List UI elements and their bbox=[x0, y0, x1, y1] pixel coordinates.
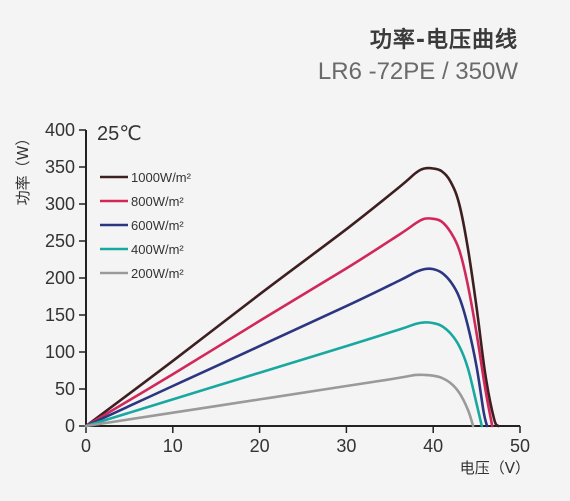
legend-label: 800W/m² bbox=[131, 194, 184, 209]
x-tick-label: 30 bbox=[336, 436, 356, 456]
chart-subtitle: LR6 -72PE / 350W bbox=[317, 58, 518, 85]
y-tick-label: 400 bbox=[45, 120, 75, 140]
legend-label: 400W/m² bbox=[131, 242, 184, 257]
x-axis-label: 电压（V） bbox=[460, 459, 530, 477]
y-tick-label: 200 bbox=[45, 268, 75, 288]
y-tick-label: 300 bbox=[45, 194, 75, 214]
axis-ticks: 0 10 20 30 40 50 0 50 100 150 200 250 300 350 400 bbox=[45, 120, 530, 456]
chart-title: 功率-电压曲线 bbox=[369, 28, 518, 53]
x-tick-label: 10 bbox=[163, 436, 183, 456]
series-line bbox=[84, 217, 494, 428]
legend-label: 200W/m² bbox=[131, 266, 184, 281]
legend-label: 600W/m² bbox=[131, 218, 184, 233]
series-line bbox=[84, 166, 500, 428]
series-line bbox=[84, 373, 475, 428]
y-tick-label: 150 bbox=[45, 305, 75, 325]
temperature-label: 25℃ bbox=[97, 123, 142, 145]
y-tick-label: 50 bbox=[55, 379, 75, 399]
x-tick-label: 0 bbox=[81, 436, 91, 456]
x-tick-label: 20 bbox=[250, 436, 270, 456]
x-tick-label: 50 bbox=[510, 436, 530, 456]
legend: 1000W/m² 800W/m² 600W/m² 400W/m² 200W/m² bbox=[100, 170, 192, 281]
y-tick-label: 0 bbox=[65, 416, 75, 436]
y-axis-label: 功率（W） bbox=[14, 131, 32, 206]
series-lines bbox=[84, 166, 500, 428]
y-tick-label: 250 bbox=[45, 231, 75, 251]
y-tick-label: 100 bbox=[45, 342, 75, 362]
legend-label: 1000W/m² bbox=[131, 170, 192, 185]
series-line bbox=[84, 321, 484, 428]
y-tick-label: 350 bbox=[45, 157, 75, 177]
axis-labels: 25℃ 功率（W） 电压（V） bbox=[14, 123, 530, 477]
series-line bbox=[84, 267, 489, 428]
x-tick-label: 40 bbox=[423, 436, 443, 456]
